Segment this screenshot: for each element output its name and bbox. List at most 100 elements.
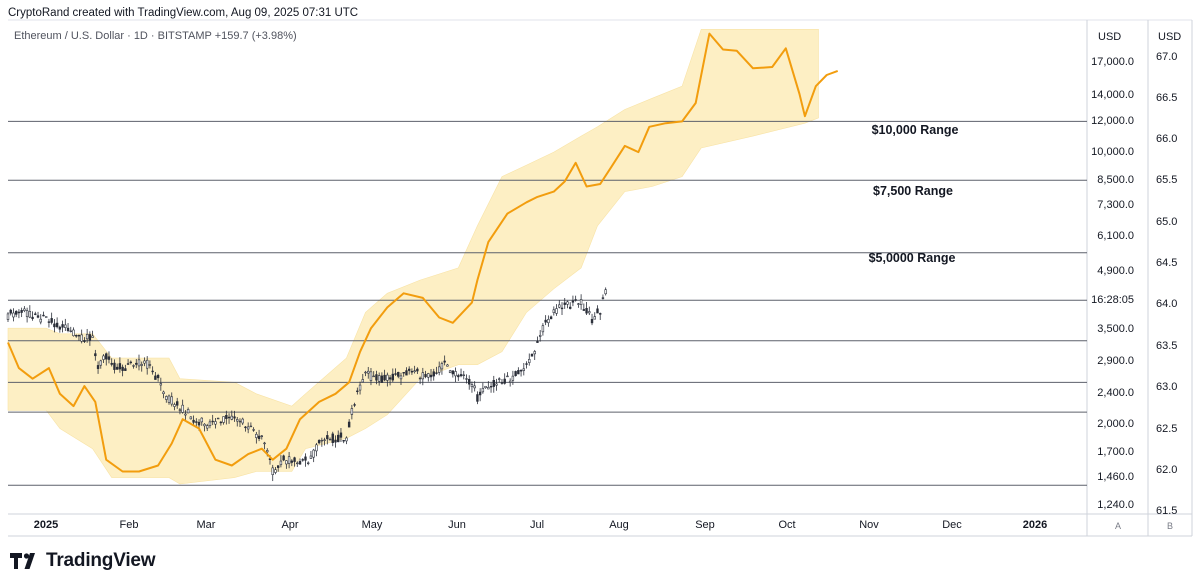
candle (290, 459, 294, 467)
candle (118, 357, 122, 373)
candle (170, 392, 173, 407)
candle (525, 361, 528, 369)
right-unit-label: USD (1158, 31, 1181, 43)
candle (585, 302, 588, 316)
candle (519, 369, 523, 377)
candle (328, 437, 332, 441)
candle (508, 378, 512, 387)
candle (252, 427, 255, 432)
candle (255, 431, 258, 444)
price-axis[interactable]: 17,000.0 14,000.0 12,000.0 10,000.0 8,500.0 7… (1091, 56, 1134, 511)
time-axis[interactable]: 2025 Feb Mar Apr May Jun Jul Aug Sep Oct Nov Dec 202… (34, 519, 1047, 531)
candle (282, 454, 285, 462)
candle (405, 367, 408, 376)
candle (394, 368, 397, 376)
candle (315, 442, 318, 457)
candle (20, 307, 23, 318)
candle (457, 373, 460, 381)
candle (590, 313, 594, 326)
candle (596, 305, 599, 314)
candle (427, 372, 430, 382)
candle (476, 391, 479, 405)
candle (156, 373, 160, 382)
secondary-tick: 62.5 (1156, 423, 1177, 435)
candle (331, 431, 334, 447)
candle (66, 322, 70, 333)
candle (309, 450, 313, 459)
time-tick: Feb (120, 519, 139, 531)
candle (12, 308, 15, 322)
candle (350, 404, 354, 420)
candle (53, 319, 56, 333)
candle (599, 312, 602, 321)
candle (339, 428, 343, 443)
price-tick: 1,460.0 (1097, 471, 1134, 483)
candle (495, 378, 498, 391)
tradingview-footer[interactable]: TradingView (10, 550, 156, 572)
candle (544, 315, 547, 326)
candle (579, 294, 583, 310)
candle (96, 361, 100, 374)
secondary-tick: 62.0 (1156, 464, 1177, 476)
envelope-band (7, 28, 819, 485)
candle (55, 317, 59, 329)
price-tick: 6,100.0 (1097, 230, 1134, 242)
candle (225, 410, 228, 425)
candle (102, 354, 105, 364)
candle (588, 306, 591, 316)
price-tick: 3,500.0 (1097, 323, 1134, 335)
candle (50, 312, 53, 325)
secondary-axis[interactable]: 67.0 66.5 66.0 65.5 65.0 64.5 64.0 63.5 63.0 62.5… (1156, 51, 1177, 517)
scale-button-b[interactable]: B (1167, 521, 1173, 531)
candle (214, 418, 217, 429)
candle (383, 369, 386, 382)
candle (489, 382, 493, 393)
annotation-10000-range: $10,000 Range (872, 123, 959, 137)
time-tick: May (362, 519, 383, 531)
candle (257, 429, 261, 442)
price-tick: 1,240.0 (1097, 499, 1134, 511)
projection-line (7, 32, 839, 473)
candle (478, 388, 482, 402)
candle (285, 460, 288, 469)
candle (604, 287, 607, 296)
candle (36, 311, 40, 319)
candle (582, 303, 586, 311)
candle (459, 368, 463, 378)
candle (165, 395, 168, 403)
candle (574, 295, 577, 302)
candle (435, 366, 438, 375)
candle (192, 415, 195, 426)
time-tick: Aug (609, 519, 629, 531)
candle (375, 370, 378, 385)
candle (94, 349, 97, 361)
candle (568, 302, 572, 310)
candle (227, 413, 231, 424)
candle (301, 458, 304, 462)
candle (358, 381, 362, 395)
candle (279, 455, 283, 468)
candle (391, 368, 395, 383)
candle (105, 352, 108, 366)
candle (143, 357, 146, 367)
candle (372, 371, 375, 378)
candle (47, 318, 51, 328)
candle (230, 410, 233, 421)
candle (124, 364, 127, 371)
candle (241, 417, 244, 426)
secondary-tick: 66.5 (1156, 92, 1177, 104)
candle (326, 431, 329, 445)
candle (511, 370, 515, 385)
candle (432, 368, 435, 381)
candle (443, 355, 446, 366)
candle (386, 372, 389, 387)
candle (506, 372, 509, 378)
candle (58, 325, 62, 333)
scale-button-b-label: B (1167, 521, 1173, 531)
time-tick: Dec (942, 519, 962, 531)
candle (173, 402, 176, 411)
candle (222, 416, 225, 425)
candle (83, 337, 86, 344)
scale-button-a[interactable]: A (1115, 521, 1121, 531)
